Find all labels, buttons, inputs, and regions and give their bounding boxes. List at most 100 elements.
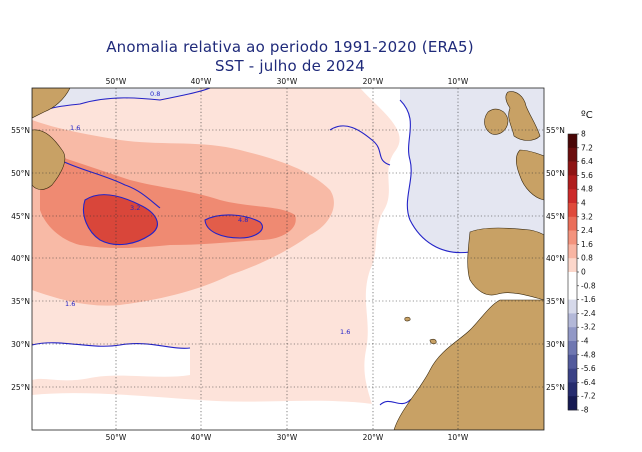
colorbar-swatch xyxy=(568,354,577,369)
lat-label: 25°N xyxy=(11,383,30,392)
contour-line xyxy=(204,214,263,239)
colorbar-label: 2.4 xyxy=(581,226,593,235)
lat-label: 35°N xyxy=(11,297,30,306)
colorbar-swatch xyxy=(568,216,577,231)
iberia-land xyxy=(467,227,544,301)
colorbar-label: 8 xyxy=(581,130,586,139)
colorbar-label: -5.6 xyxy=(581,364,596,373)
graticule xyxy=(32,88,544,430)
colorbar-label: 5.6 xyxy=(581,171,593,180)
contour-label: 4.8 xyxy=(238,216,248,224)
colorbar-swatch xyxy=(568,368,577,383)
contour-label: 1.6 xyxy=(65,300,75,308)
colorbar: 8 7.2 6.4 5.6 4.8 4 3.2 2.4 1.6 0.8 0 -0.8 -1.6 -2.4 -… xyxy=(567,130,596,415)
colorbar-label: -2.4 xyxy=(581,309,596,318)
northeast-cool-region xyxy=(400,88,544,270)
lon-label: 10°W xyxy=(448,433,469,442)
latitude-labels-right: 55°N 50°N 45°N 40°N 35°N 30°N 25°N xyxy=(546,126,565,392)
contour-line xyxy=(32,342,191,349)
colorbar-label: 0 xyxy=(581,268,586,277)
contour-line xyxy=(59,159,161,209)
map-title: Anomalia relativa ao periodo 1991-2020 (… xyxy=(106,38,474,56)
contour-label: 3.2 xyxy=(130,204,140,212)
lat-label: 50°N xyxy=(546,169,565,178)
colorbar-swatch xyxy=(568,396,577,411)
lat-label: 45°N xyxy=(546,212,565,221)
lat-label: 30°N xyxy=(546,340,565,349)
colorbar-label: 1.6 xyxy=(581,240,593,249)
lat-label: 40°N xyxy=(546,254,565,263)
colorbar-label: 4.8 xyxy=(581,185,593,194)
map-frame xyxy=(31,87,545,431)
contour-labels: 1.6 3.2 4.8 1.6 1.6 0.8 xyxy=(65,90,350,336)
newfoundland-land xyxy=(32,129,66,190)
lat-label: 25°N xyxy=(546,383,565,392)
contour-line xyxy=(329,125,391,166)
colorbar-swatch xyxy=(568,134,577,149)
lon-label: 40°W xyxy=(191,433,212,442)
anomaly-4.8-east-region xyxy=(205,214,263,238)
lon-label: 20°W xyxy=(363,77,384,86)
land-masses xyxy=(32,88,544,430)
lon-label: 10°W xyxy=(448,77,469,86)
britain-land xyxy=(505,91,541,141)
colorbar-unit: ºC xyxy=(581,110,593,121)
colorbar-label: -4.8 xyxy=(581,350,596,359)
lat-label: 30°N xyxy=(11,340,30,349)
lat-label: 50°N xyxy=(11,169,30,178)
colorbar-swatch xyxy=(568,285,577,300)
map-area: 1.6 3.2 4.8 1.6 1.6 0.8 xyxy=(32,88,544,430)
colorbar-label: 6.4 xyxy=(581,157,593,166)
canary-islands-land xyxy=(429,338,437,345)
lat-label: 55°N xyxy=(546,126,565,135)
colorbar-swatch xyxy=(568,244,577,259)
lat-label: 45°N xyxy=(11,212,30,221)
colorbar-label: 3.2 xyxy=(581,212,593,221)
colorbar-swatch xyxy=(568,272,577,287)
colorbar-label: -1.6 xyxy=(581,295,596,304)
colorbar-label: -6.4 xyxy=(581,378,596,387)
colorbar-swatch xyxy=(568,203,577,218)
colorbar-swatch xyxy=(568,382,577,397)
labrador-land xyxy=(32,88,71,119)
colorbar-swatch xyxy=(568,189,577,204)
colorbar-label: 0.8 xyxy=(581,254,593,263)
madeira-land xyxy=(404,316,411,322)
colorbar-swatch xyxy=(568,161,577,176)
contour-label: 1.6 xyxy=(70,124,80,132)
latitude-labels-left: 55°N 50°N 45°N 40°N 35°N 30°N 25°N xyxy=(11,126,30,392)
map-subtitle: SST - julho de 2024 xyxy=(215,57,365,75)
colorbar-label: 4 xyxy=(581,199,586,208)
longitude-labels-bottom: 50°W 40°W 30°W 20°W 10°W xyxy=(106,433,469,442)
lon-label: 50°W xyxy=(106,433,127,442)
contour-line xyxy=(32,88,211,117)
lon-label: 40°W xyxy=(191,77,212,86)
lat-label: 55°N xyxy=(11,126,30,135)
colorbar-swatch xyxy=(568,341,577,356)
lon-label: 30°W xyxy=(277,77,298,86)
lat-label: 40°N xyxy=(11,254,30,263)
southwest-neutral-region xyxy=(32,342,190,381)
contour-label: 0.8 xyxy=(150,90,160,98)
france-land xyxy=(515,149,544,201)
colorbar-label: -8 xyxy=(581,406,589,415)
lon-label: 50°W xyxy=(106,77,127,86)
northwest-cool-region xyxy=(32,88,200,116)
south-neutral-region xyxy=(32,393,380,430)
colorbar-swatch xyxy=(568,175,577,190)
colorbar-label: -7.2 xyxy=(581,392,596,401)
colorbar-swatch xyxy=(568,299,577,314)
longitude-labels-top: 50°W 40°W 30°W 20°W 10°W xyxy=(106,77,469,86)
lon-label: 30°W xyxy=(277,433,298,442)
lat-label: 35°N xyxy=(546,297,565,306)
africa-land xyxy=(393,299,544,430)
colorbar-swatch xyxy=(568,258,577,273)
colorbar-swatch xyxy=(568,230,577,245)
colorbar-label: -4 xyxy=(581,337,589,346)
anomaly-4.8-region xyxy=(83,194,158,245)
contour-line xyxy=(82,194,158,246)
colorbar-swatch xyxy=(568,327,577,342)
colorbar-swatch xyxy=(568,313,577,328)
colorbar-label: -3.2 xyxy=(581,323,596,332)
